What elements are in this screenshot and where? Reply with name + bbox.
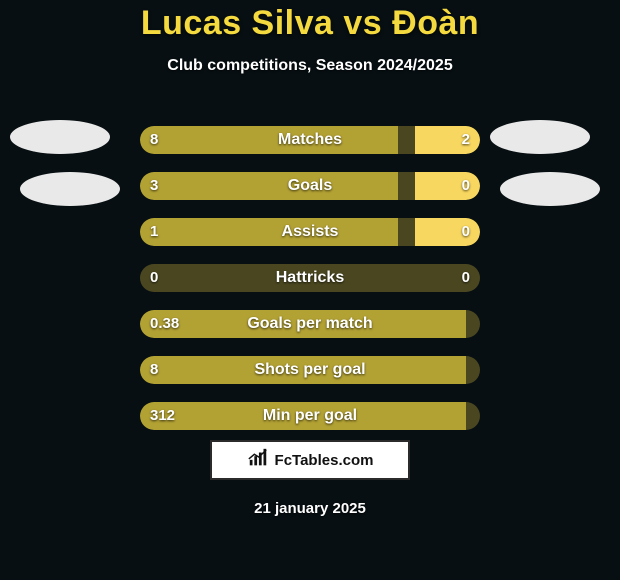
comparison-card: Lucas Silva vs Đoàn Club competitions, S… xyxy=(0,0,620,580)
stat-bar-left xyxy=(140,172,398,200)
stat-bar-track xyxy=(140,264,480,292)
stat-value-left: 8 xyxy=(150,126,158,154)
subtitle: Club competitions, Season 2024/2025 xyxy=(0,57,620,75)
stat-bar-left xyxy=(140,310,466,338)
source-badge-text: FcTables.com xyxy=(275,452,374,469)
stat-row: Goals per match0.38 xyxy=(0,302,620,348)
stat-bar-left xyxy=(140,218,398,246)
stat-row: Min per goal312 xyxy=(0,394,620,440)
stat-value-left: 1 xyxy=(150,218,158,246)
stat-bar-left xyxy=(140,356,466,384)
stat-bar-right xyxy=(415,172,480,200)
stat-bar-track xyxy=(140,218,480,246)
stat-bar-right xyxy=(415,218,480,246)
stat-row: Assists10 xyxy=(0,210,620,256)
stat-value-left: 312 xyxy=(150,402,175,430)
stat-bar-track xyxy=(140,356,480,384)
stat-value-left: 8 xyxy=(150,356,158,384)
stat-value-right: 0 xyxy=(462,172,470,200)
stat-value-left: 0 xyxy=(150,264,158,292)
stat-bar-left xyxy=(140,126,398,154)
page-title: Lucas Silva vs Đoàn xyxy=(0,4,620,43)
stat-bar-track xyxy=(140,402,480,430)
stat-value-right: 0 xyxy=(462,264,470,292)
stat-rows: Matches82Goals30Assists10Hattricks00Goal… xyxy=(0,118,620,440)
stat-bar-right xyxy=(415,126,480,154)
stat-row: Matches82 xyxy=(0,118,620,164)
stat-value-left: 0.38 xyxy=(150,310,179,338)
stat-value-right: 2 xyxy=(462,126,470,154)
source-badge: FcTables.com xyxy=(210,440,410,480)
stat-value-right: 0 xyxy=(462,218,470,246)
date-label: 21 january 2025 xyxy=(0,500,620,517)
chart-icon xyxy=(247,447,269,474)
stat-bar-left xyxy=(140,402,466,430)
stat-row: Hattricks00 xyxy=(0,256,620,302)
stat-row: Shots per goal8 xyxy=(0,348,620,394)
stat-row: Goals30 xyxy=(0,164,620,210)
stat-bar-track xyxy=(140,126,480,154)
stat-bar-track xyxy=(140,310,480,338)
stat-bar-track xyxy=(140,172,480,200)
stat-value-left: 3 xyxy=(150,172,158,200)
